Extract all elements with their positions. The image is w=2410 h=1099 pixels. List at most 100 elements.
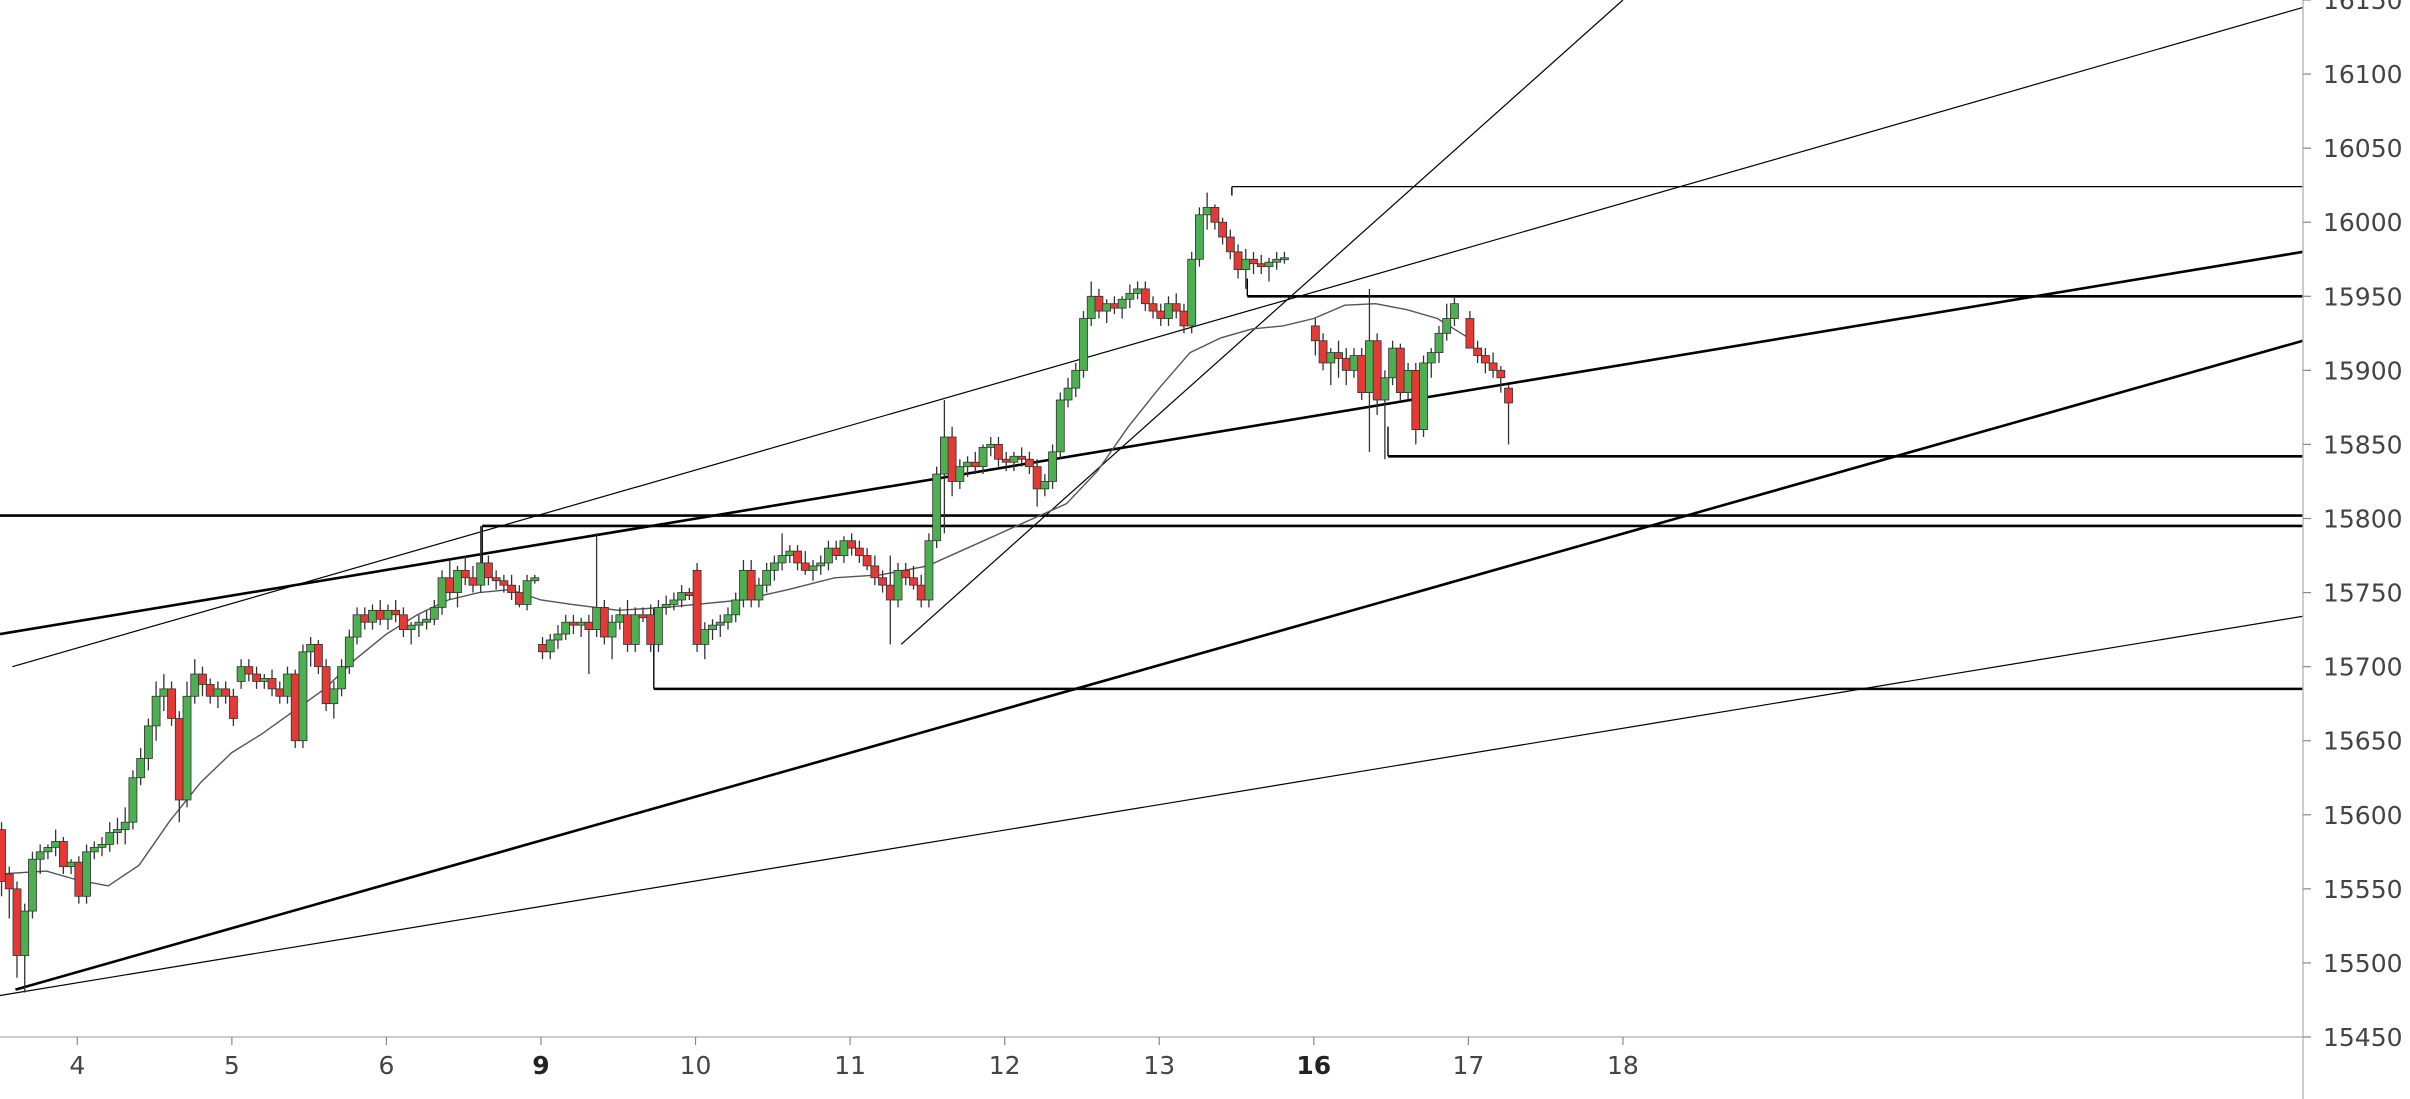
candle[interactable]: [1017, 447, 1027, 467]
candle[interactable]: [1310, 318, 1320, 356]
candle[interactable]: [831, 540, 841, 560]
candle[interactable]: [1171, 293, 1181, 319]
candle[interactable]: [12, 881, 22, 978]
candle[interactable]: [1419, 355, 1428, 438]
candle[interactable]: [120, 807, 130, 845]
candle[interactable]: [0, 822, 6, 897]
candle[interactable]: [507, 574, 517, 600]
candle[interactable]: [89, 841, 99, 860]
candle[interactable]: [561, 614, 571, 640]
candle[interactable]: [1241, 248, 1251, 289]
trend-line[interactable]: [0, 250, 2304, 636]
candle[interactable]: [290, 669, 300, 749]
candle[interactable]: [793, 545, 802, 571]
candle[interactable]: [484, 555, 493, 586]
candle[interactable]: [553, 625, 563, 649]
candle[interactable]: [259, 674, 269, 689]
candle[interactable]: [1365, 288, 1374, 452]
candle[interactable]: [329, 681, 339, 719]
candle[interactable]: [275, 681, 285, 704]
candle[interactable]: [491, 570, 501, 590]
candle[interactable]: [1357, 348, 1367, 400]
candle[interactable]: [700, 622, 710, 660]
candle[interactable]: [1202, 192, 1212, 230]
candle[interactable]: [368, 604, 377, 630]
candle[interactable]: [1256, 254, 1266, 275]
candle[interactable]: [97, 837, 107, 857]
candle[interactable]: [661, 595, 671, 615]
candle[interactable]: [1071, 362, 1081, 398]
candle[interactable]: [1024, 451, 1034, 475]
candle[interactable]: [460, 555, 470, 586]
candle[interactable]: [862, 548, 872, 571]
candle[interactable]: [994, 437, 1003, 467]
candle[interactable]: [1450, 296, 1459, 326]
candle[interactable]: [468, 565, 478, 593]
candle[interactable]: [1048, 444, 1057, 489]
candle[interactable]: [221, 681, 231, 704]
candle[interactable]: [808, 559, 818, 581]
candle[interactable]: [924, 533, 934, 608]
candle[interactable]: [1156, 303, 1166, 326]
candle[interactable]: [1280, 251, 1289, 264]
candle[interactable]: [499, 574, 509, 593]
candle[interactable]: [708, 619, 717, 640]
candle[interactable]: [769, 555, 779, 581]
candle[interactable]: [1395, 343, 1405, 400]
trend-line[interactable]: [900, 0, 1624, 645]
candle[interactable]: [437, 570, 447, 615]
candle[interactable]: [391, 599, 401, 623]
candle[interactable]: [337, 659, 346, 697]
candle[interactable]: [399, 607, 408, 638]
candle[interactable]: [584, 614, 594, 675]
candle[interactable]: [422, 610, 431, 630]
candle[interactable]: [1480, 348, 1490, 374]
candle[interactable]: [1272, 251, 1282, 270]
candle[interactable]: [522, 574, 532, 611]
candle[interactable]: [839, 536, 849, 563]
candle[interactable]: [909, 565, 918, 590]
candle[interactable]: [1326, 348, 1336, 386]
candle[interactable]: [599, 599, 609, 645]
candle[interactable]: [1403, 362, 1413, 400]
candle[interactable]: [1032, 459, 1042, 507]
candle[interactable]: [669, 592, 679, 611]
candle[interactable]: [1249, 251, 1258, 275]
candle[interactable]: [677, 585, 687, 608]
candle[interactable]: [932, 466, 942, 549]
candle[interactable]: [128, 770, 138, 830]
candle[interactable]: [947, 426, 957, 497]
candle[interactable]: [746, 559, 756, 608]
candle[interactable]: [1334, 340, 1343, 378]
candle[interactable]: [1125, 284, 1135, 309]
candle[interactable]: [1411, 362, 1421, 445]
candle[interactable]: [1349, 348, 1359, 378]
candle[interactable]: [4, 866, 14, 919]
candle[interactable]: [1504, 385, 1513, 445]
candle[interactable]: [1195, 207, 1204, 267]
candle[interactable]: [514, 585, 524, 608]
candle[interactable]: [321, 659, 331, 712]
candle[interactable]: [1372, 333, 1382, 415]
candle[interactable]: [816, 555, 826, 575]
candle[interactable]: [113, 817, 122, 845]
trend-line[interactable]: [0, 615, 2304, 997]
candle[interactable]: [244, 659, 254, 682]
candle[interactable]: [43, 844, 53, 860]
candle[interactable]: [569, 614, 578, 635]
candle[interactable]: [1133, 281, 1142, 300]
candle[interactable]: [406, 622, 416, 645]
candle[interactable]: [414, 614, 424, 638]
candle[interactable]: [1210, 204, 1220, 230]
candle[interactable]: [723, 607, 733, 630]
candle[interactable]: [1225, 229, 1235, 260]
candle[interactable]: [383, 604, 393, 630]
candle[interactable]: [190, 659, 200, 704]
candle[interactable]: [360, 607, 370, 630]
candle[interactable]: [198, 666, 207, 697]
candle[interactable]: [785, 545, 795, 563]
candle[interactable]: [143, 718, 153, 771]
candle[interactable]: [252, 666, 261, 689]
candle[interactable]: [205, 678, 215, 704]
candle[interactable]: [800, 551, 810, 575]
